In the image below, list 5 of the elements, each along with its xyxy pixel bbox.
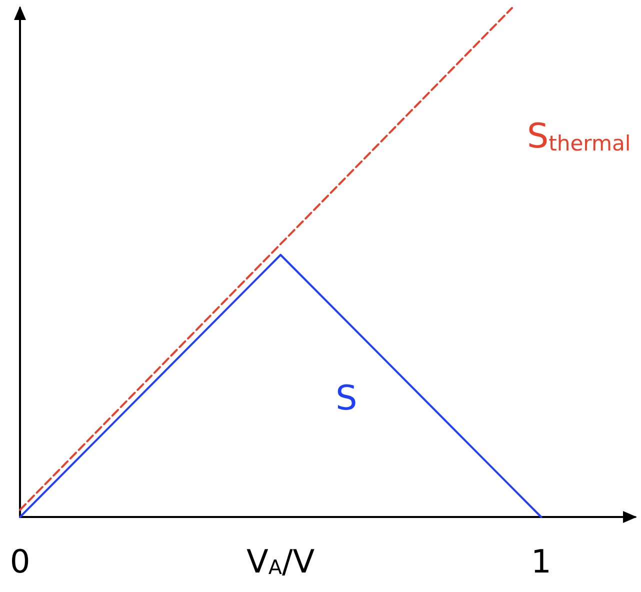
x-tick-label: 0 [10,542,30,580]
x-tick-label: VA/V [246,542,315,580]
series-label: S [336,378,358,418]
x-tick-label: 1 [531,542,552,580]
text: Sthermal [527,116,631,156]
